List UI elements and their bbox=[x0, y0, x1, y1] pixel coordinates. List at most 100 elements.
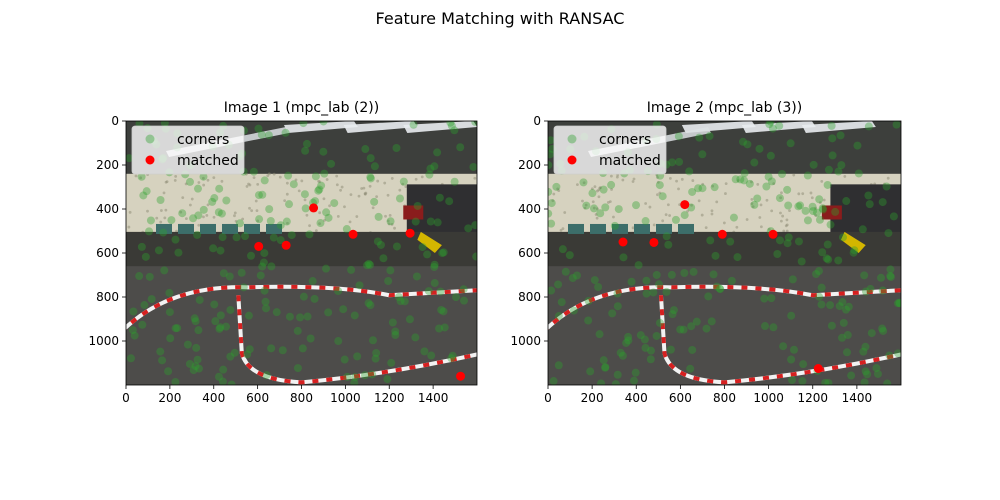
corner-marker bbox=[589, 204, 598, 213]
corner-marker bbox=[860, 271, 869, 280]
corner-marker bbox=[675, 157, 684, 166]
corner-marker bbox=[584, 296, 593, 305]
corner-marker bbox=[210, 300, 219, 309]
corner-marker bbox=[895, 298, 901, 307]
x-tick-label: 600 bbox=[669, 391, 692, 405]
corner-marker bbox=[889, 212, 898, 221]
corner-marker bbox=[373, 237, 382, 246]
corner-marker bbox=[420, 347, 429, 356]
corner-marker bbox=[129, 307, 138, 316]
corner-marker bbox=[156, 347, 165, 356]
corner-marker bbox=[430, 263, 439, 272]
corner-marker bbox=[821, 378, 830, 385]
corner-marker bbox=[347, 265, 356, 274]
corner-marker bbox=[597, 379, 606, 385]
corner-marker bbox=[372, 348, 381, 357]
corner-marker bbox=[227, 380, 236, 385]
corner-marker bbox=[552, 182, 561, 191]
corner-marker bbox=[599, 185, 608, 194]
corner-marker bbox=[322, 208, 331, 217]
corner-marker bbox=[261, 297, 270, 306]
corner-marker bbox=[826, 220, 835, 229]
corner-marker bbox=[368, 370, 377, 379]
corner-marker bbox=[548, 209, 553, 218]
corner-marker bbox=[166, 334, 175, 343]
corner-marker bbox=[861, 342, 870, 351]
corner-marker bbox=[247, 251, 256, 260]
corner-marker bbox=[705, 132, 714, 141]
corner-marker bbox=[321, 264, 330, 273]
corner-marker bbox=[679, 325, 688, 334]
corner-marker bbox=[706, 236, 715, 245]
corner-marker bbox=[469, 162, 477, 171]
y-tick-label: 800 bbox=[96, 290, 119, 304]
x-tick-label: 1400 bbox=[418, 391, 449, 405]
corner-marker bbox=[400, 297, 409, 306]
corner-marker bbox=[818, 204, 827, 213]
monitor bbox=[568, 223, 584, 234]
corner-marker bbox=[411, 217, 420, 226]
corner-marker bbox=[193, 184, 202, 193]
corner-marker bbox=[847, 371, 856, 380]
corner-marker bbox=[330, 199, 339, 208]
corner-marker bbox=[435, 193, 444, 202]
corner-marker bbox=[864, 191, 873, 200]
corner-marker bbox=[245, 345, 254, 354]
corner-marker bbox=[809, 207, 818, 216]
red-machine bbox=[403, 205, 424, 220]
corner-marker bbox=[548, 199, 556, 208]
corner-marker bbox=[662, 287, 671, 296]
x-tick-label: 200 bbox=[158, 391, 181, 405]
corner-marker bbox=[216, 323, 225, 332]
corner-marker bbox=[445, 197, 454, 206]
corner-marker bbox=[827, 121, 836, 130]
corner-marker bbox=[685, 167, 694, 176]
corner-marker bbox=[425, 170, 434, 179]
corner-marker bbox=[146, 216, 155, 225]
corner-marker bbox=[254, 124, 263, 133]
corner-marker bbox=[669, 306, 678, 315]
corner-marker bbox=[680, 268, 689, 277]
legend-label-corners: corners bbox=[177, 132, 229, 148]
legend: corners matched bbox=[131, 125, 245, 175]
x-tick-label: 400 bbox=[625, 391, 648, 405]
corner-marker bbox=[439, 307, 448, 316]
corner-marker bbox=[324, 308, 333, 317]
corner-marker bbox=[878, 324, 887, 333]
corner-marker bbox=[211, 317, 220, 326]
corner-marker bbox=[340, 355, 349, 364]
corner-marker bbox=[360, 371, 369, 380]
red-machine bbox=[821, 205, 842, 220]
corner-marker bbox=[601, 363, 610, 372]
corner-marker bbox=[418, 243, 427, 252]
corner-marker bbox=[872, 364, 881, 373]
corner-marker bbox=[767, 294, 776, 303]
corner-marker bbox=[640, 335, 649, 344]
corner-marker bbox=[815, 267, 824, 276]
corner-marker bbox=[314, 186, 323, 195]
corner-marker bbox=[750, 158, 759, 167]
corner-marker bbox=[278, 346, 287, 355]
corner-marker bbox=[447, 354, 456, 363]
corner-marker bbox=[189, 366, 198, 375]
corner-marker bbox=[766, 151, 775, 160]
corner-marker bbox=[698, 184, 707, 193]
corner-marker bbox=[884, 229, 893, 238]
corner-marker bbox=[877, 273, 886, 282]
corner-marker bbox=[632, 201, 641, 210]
matched-point bbox=[768, 229, 778, 239]
corner-marker bbox=[554, 312, 563, 321]
corner-marker bbox=[731, 175, 740, 184]
corner-marker bbox=[459, 285, 468, 294]
corner-marker bbox=[376, 240, 385, 249]
corner-marker bbox=[839, 318, 848, 327]
corner-marker bbox=[430, 260, 439, 269]
x-tick-label: 0 bbox=[544, 391, 552, 405]
corner-marker bbox=[616, 348, 625, 357]
robot-arm bbox=[417, 231, 442, 253]
corner-marker bbox=[767, 177, 776, 186]
corner-marker bbox=[384, 276, 393, 285]
corner-marker bbox=[214, 372, 223, 381]
corner-marker bbox=[803, 216, 812, 225]
corner-marker bbox=[711, 251, 720, 260]
